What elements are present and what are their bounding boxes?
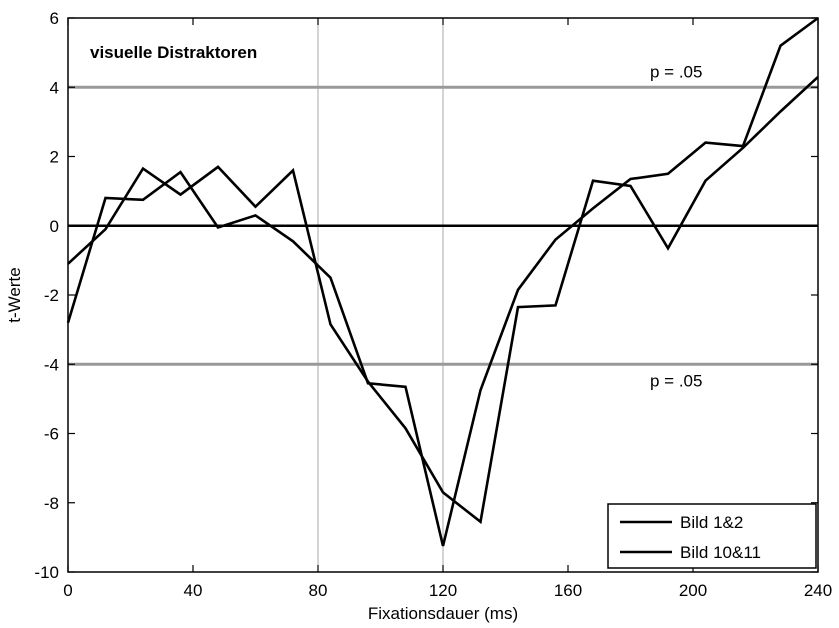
x-tick-label-0: 0 [63, 581, 72, 600]
y-tick-label-4: -2 [44, 286, 59, 305]
y-tick-label-5: 0 [50, 217, 59, 236]
y-tick-label-1: -8 [44, 494, 59, 513]
inner-title: visuelle Distraktoren [90, 43, 257, 62]
x-tick-label-4: 160 [554, 581, 582, 600]
y-tick-label-8: 6 [50, 9, 59, 28]
y-axis-label: t-Werte [5, 267, 24, 322]
plot-area: p = .05p = .050 40 80 120 160 200 240-10-8-6-4… [5, 9, 832, 623]
legend-label-1: Bild 10&11 [680, 543, 761, 562]
x-tick-label-3: 120 [429, 581, 457, 600]
y-tick-label-2: -6 [44, 425, 59, 444]
x-tick-label-5: 200 [679, 581, 707, 600]
x-tick-label-2: 80 [309, 581, 328, 600]
y-tick-label-3: -4 [44, 355, 59, 374]
x-axis-label: Fixationsdauer (ms) [368, 604, 518, 623]
x-tick-label-6: 240 [804, 581, 832, 600]
significance-label-0: p = .05 [650, 62, 702, 81]
legend-label-0: Bild 1&2 [680, 513, 743, 532]
y-tick-label-0: -10 [34, 563, 59, 582]
y-tick-label-7: 4 [50, 78, 59, 97]
significance-label-1: p = .05 [650, 371, 702, 390]
legend-box [607, 503, 817, 569]
series-line-1 [67, 75, 819, 525]
series-line-0 [66, 16, 819, 547]
x-tick-label-1: 40 [184, 581, 203, 600]
y-tick-label-6: 2 [50, 148, 59, 167]
